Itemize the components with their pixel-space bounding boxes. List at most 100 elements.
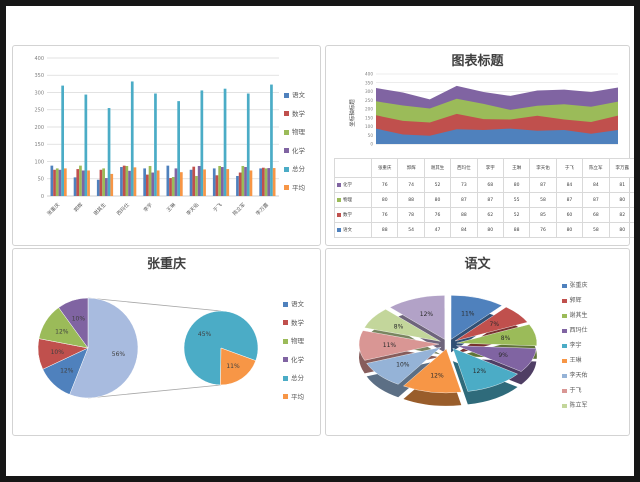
bar-物理-0 <box>55 168 59 196</box>
bar-平均-9 <box>272 168 276 197</box>
table-cell-语文-8: 58 <box>582 222 610 238</box>
bar-化学-9 <box>267 168 271 197</box>
chart-text: 400 <box>365 72 373 77</box>
legend-label: 总分 <box>292 165 305 173</box>
bar-legend-item-4: 总分 <box>284 166 305 173</box>
legend-label: 语文 <box>292 91 305 99</box>
table-col-header-9: 李万露 <box>608 158 634 178</box>
chart-text: 9% <box>498 352 508 359</box>
legend-swatch <box>562 358 567 364</box>
legend-label: 平均 <box>292 183 305 192</box>
chart-text: 350 <box>34 73 44 79</box>
bar-数学-7 <box>215 175 219 196</box>
bar-数学-4 <box>146 174 149 196</box>
table-col-header-1: 郭辉 <box>397 158 425 178</box>
table-cell-语文-3: 84 <box>450 222 478 238</box>
legend-swatch <box>283 375 288 381</box>
bar-语文-1 <box>73 177 77 196</box>
legend-swatch <box>284 166 289 172</box>
chart-text: 250 <box>365 98 373 103</box>
series-marker-icon <box>337 198 341 202</box>
bar-总分-0 <box>61 85 64 196</box>
pop-legend-item-4: 总分 <box>283 375 304 382</box>
pie3d-plot: 11%12%7%8%8%11%9%10%12%12% <box>358 295 538 406</box>
area-chart-panel[interactable]: 图表标题 0 50 100 150 200 250 300 350 400 坐标轴标题 张重庆 郭辉… <box>325 45 634 246</box>
bar-数学-1 <box>76 169 80 196</box>
chart-text: 100 <box>365 124 373 129</box>
bar-语文-7 <box>212 168 216 196</box>
legend-swatch <box>283 394 288 400</box>
legend-swatch <box>283 338 288 344</box>
bar-物理-4 <box>148 165 152 196</box>
chart-text: 200 <box>34 125 44 131</box>
bar-总分-3 <box>130 81 134 196</box>
area-chart-plot: 0 50 100 150 200 250 300 350 400 坐标轴标题 <box>348 72 618 147</box>
legend-label: 总分 <box>291 374 304 382</box>
legend-label: 张重庆 <box>569 282 588 289</box>
chart-text: 谢其生 <box>92 201 108 217</box>
chart-text: 150 <box>365 115 373 120</box>
chart-text: 11% <box>226 363 240 370</box>
bar-物理-3 <box>125 165 129 196</box>
bar-语文-8 <box>236 175 239 196</box>
table-cell-数学-6: 85 <box>529 207 557 223</box>
chart-text: 11% <box>383 342 397 349</box>
bar-数学-8 <box>238 172 242 196</box>
bar-化学-7 <box>221 167 224 196</box>
table-cell-语文-2: 47 <box>423 222 452 238</box>
table-cell-数学-7: 60 <box>555 207 584 223</box>
bar-平均-5 <box>180 172 183 196</box>
pie3d-slice-李天佑 <box>366 346 442 385</box>
legend-swatch <box>562 298 567 304</box>
bar-数学-0 <box>53 169 56 196</box>
bar-物理-9 <box>264 168 268 196</box>
table-cell-语文-6: 76 <box>529 222 557 238</box>
p3d-legend-item-7: 于飞 <box>562 388 588 394</box>
p3d-legend-item-6: 李天佑 <box>562 373 588 379</box>
chart-text: 56% <box>112 351 126 358</box>
legend-swatch <box>562 343 567 349</box>
legend-label: 平均 <box>291 392 304 401</box>
table-cell-数学-5: 52 <box>502 207 531 223</box>
bar-总分-7 <box>223 88 227 196</box>
bar-语文-3 <box>120 167 123 196</box>
table-col-header-0: 张重庆 <box>370 158 399 178</box>
bar-总分-2 <box>107 108 111 196</box>
bar-总分-9 <box>270 84 273 196</box>
chart-text: 10% <box>396 362 410 369</box>
bar-数学-5 <box>169 178 172 196</box>
table-cell-数学-1: 78 <box>397 207 425 223</box>
pop-legend-item-1: 数学 <box>283 319 304 327</box>
chart-text: 12% <box>60 368 74 375</box>
bar-平均-1 <box>87 170 90 196</box>
bar-legend-item-2: 物理 <box>284 129 305 136</box>
bar-物理-2 <box>102 168 105 196</box>
bar-平均-0 <box>64 168 67 196</box>
bar-chart-legend: 语文 数学 物理 化学 总分 平均 <box>284 92 305 203</box>
legend-label: 王琳 <box>569 357 582 364</box>
pie3d-panel[interactable]: 语文 11% 12% 7% 8% 8% 11% 9% 10% 12% 12% 张重庆 郭辉 谢其生 西玛… <box>325 248 630 436</box>
legend-swatch <box>562 403 567 409</box>
chart-text: 张重庆 <box>46 201 62 217</box>
pie3d-slice-李宇 <box>452 347 518 392</box>
table-row-header-物理: 物理 <box>334 192 372 208</box>
legend-label: 化学 <box>291 355 304 364</box>
bar-物理-8 <box>241 165 245 196</box>
table-row-label: 数学 <box>343 213 352 218</box>
legend-label: 物理 <box>292 128 305 136</box>
bar-总分-6 <box>200 90 204 196</box>
bar-chart-panel[interactable]: 0 50 100 150 200 250 300 350 400 张重庆 郭辉 谢其生 西玛仕 李宇 王琳李… <box>12 45 321 246</box>
chart-text: 12% <box>473 368 487 375</box>
series-marker-icon <box>337 183 341 187</box>
chart-text: 陈立军 <box>231 201 247 217</box>
table-cell-数学-4: 62 <box>476 207 504 223</box>
chart-text: 坐标轴标题 <box>348 99 356 127</box>
pie-of-pie-panel[interactable]: 张重庆 56% 12% 10% 12% 10% 45% 11% 语文 数学 物理 化学 总分 平均 <box>12 248 321 436</box>
p3d-legend-item-1: 郭辉 <box>562 298 588 304</box>
table-cell-化学-9: 81 <box>608 177 634 193</box>
table-cell-物理-4: 87 <box>476 192 504 208</box>
pie-of-pie-plot: 56%12%10%12%10%45%11% <box>37 297 259 399</box>
bar-平均-2 <box>110 173 114 196</box>
chart-text: 50 <box>368 133 374 138</box>
table-cell-物理-3: 87 <box>450 192 478 208</box>
